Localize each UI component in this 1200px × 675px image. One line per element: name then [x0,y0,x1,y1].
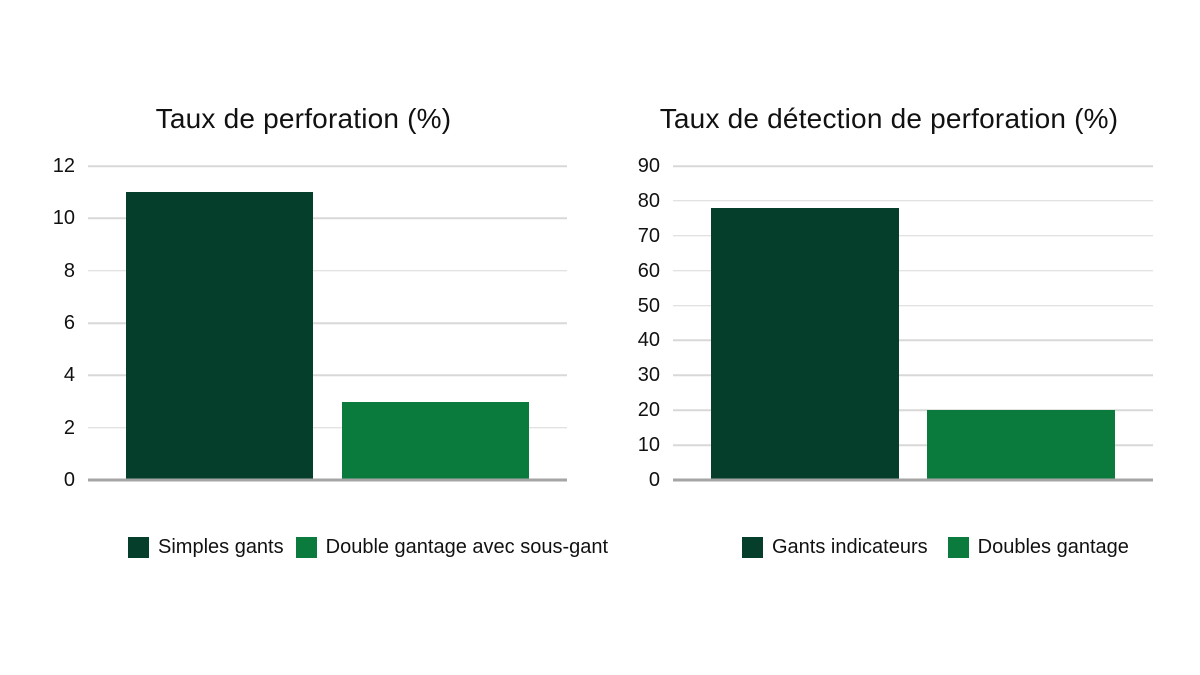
plot-wrapper: 0 10 20 30 40 50 60 70 80 90 [625,156,1153,490]
y-tick-label: 12 [52,155,75,177]
y-tick-label: 60 [637,259,660,282]
gridline [673,304,1153,307]
gridline [88,322,567,324]
x-axis-baseline [673,478,1153,482]
legend-item-double-gantage-avec-sous-gant: Double gantage avec sous-gant [295,535,609,559]
gridline [673,339,1153,342]
plot-area: 0 2 4 6 8 10 12 [53,156,567,490]
gridline [88,269,567,272]
legend: Gants indicateurs Doubles gantage [742,535,1153,559]
gridline [88,374,567,377]
bar-simples-gants [126,192,314,480]
bar-doubles-gantage [927,410,1115,480]
y-tick-label: 2 [63,416,75,439]
y-tick-label: 10 [637,434,660,457]
gridline [673,374,1153,377]
gridline [673,165,1153,167]
y-tick-label: 10 [52,207,75,230]
plot-wrapper: 0 2 4 6 8 10 12 [40,156,567,490]
y-tick-label: 70 [637,224,660,247]
gridline [88,217,567,220]
legend-swatch-icon [295,536,317,558]
y-tick-label: 0 [63,469,75,491]
legend-swatch-icon [947,536,969,558]
x-axis-baseline [88,478,567,482]
legend-item-gants-indicateurs: Gants indicateurs [742,535,928,559]
legend-label: Simples gants [158,536,284,558]
legend-label: Double gantage avec sous-gant [325,536,609,558]
gridline [673,269,1153,272]
legend-label: Gants indicateurs [772,536,928,558]
legend: Simples gants Double gantage avec sous-ga… [128,535,608,559]
y-tick-label: 8 [63,259,75,282]
y-tick-label: 6 [63,312,75,334]
chart-title: Taux de perforation (%) [155,103,452,134]
gridline [673,200,1153,202]
legend-label: Doubles gantage [977,536,1129,558]
gridline [88,426,567,429]
chart-taux-de-perforation: Taux de perforation (%) 0 2 4 6 8 10 12 Simple… [40,100,608,559]
legend-item-doubles-gantage: Doubles gantage [947,535,1129,559]
gridline [673,444,1153,446]
legend-swatch-icon [128,536,149,558]
y-tick-label: 0 [648,469,660,491]
y-tick-label: 30 [637,364,660,387]
chart-title: Taux de détection de perforation (%) [659,103,1119,134]
y-tick-label: 50 [637,294,660,317]
y-tick-label: 40 [637,329,660,352]
y-tick-label: 20 [637,399,660,422]
gridline [673,235,1153,237]
legend-item-simples-gants: Simples gants [128,535,284,559]
y-tick-label: 90 [637,155,660,177]
gridline [673,409,1153,411]
y-tick-label: 80 [637,189,660,212]
gridline [88,165,567,167]
plot-area: 0 10 20 30 40 50 60 70 80 90 [638,156,1153,490]
bar-gants-indicateurs [711,207,899,480]
legend-swatch-icon [742,536,763,558]
bar-double-gantage-avec-sous-gant [341,401,529,480]
y-tick-label: 4 [63,364,75,387]
chart-taux-de-detection-de-perforation: Taux de détection de perforation (%) 0 10… [625,100,1153,559]
